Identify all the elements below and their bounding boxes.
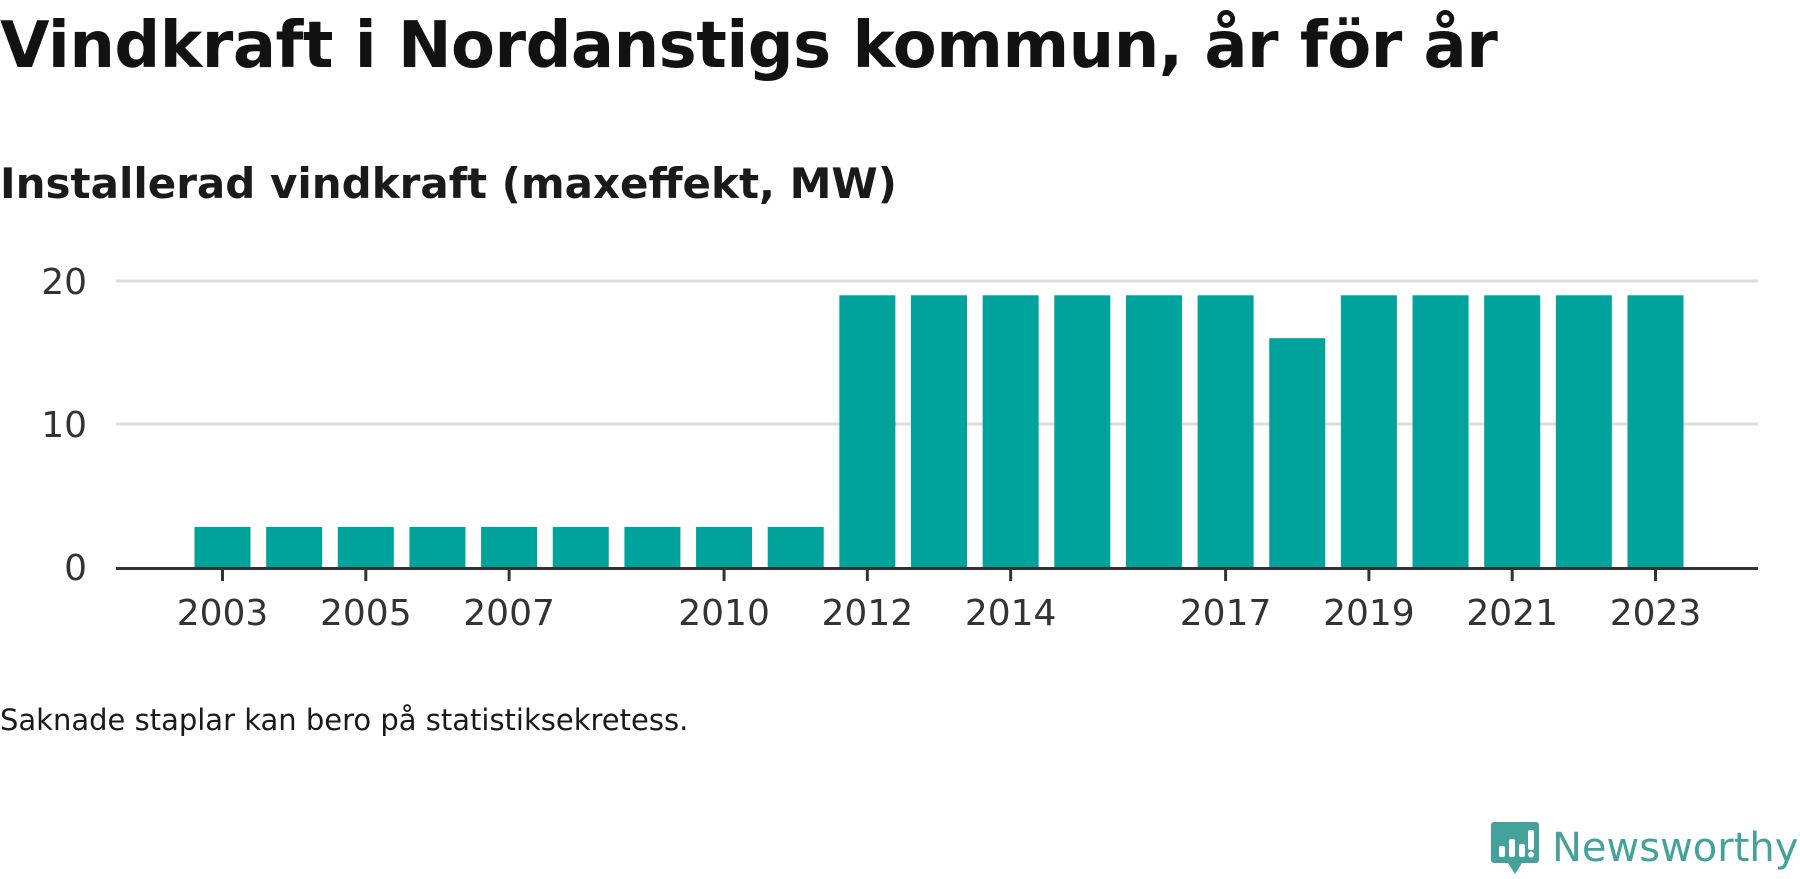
bar-2019 (1340, 295, 1397, 567)
x-tick-label: 2007 (463, 593, 555, 634)
bar-2004 (266, 526, 323, 567)
bar-2021 (1484, 295, 1541, 567)
x-tick-label: 2003 (177, 593, 269, 634)
bar-2020 (1412, 295, 1469, 567)
x-tick-label: 2019 (1323, 593, 1415, 634)
newsworthy-logo: Newsworthy (1490, 820, 1798, 876)
x-tick-label: 2021 (1466, 593, 1558, 634)
x-tick-label: 2010 (678, 593, 770, 634)
chart-title: Vindkraft i Nordanstigs kommun, år för å… (0, 9, 1498, 83)
y-tick-label: 10 (41, 405, 87, 446)
bar-2022 (1555, 295, 1612, 567)
newsworthy-logo-icon (1491, 822, 1539, 874)
axes: 0 10 20 2003 2005 2007 2010 2012 2014 2017 2019 202… (41, 262, 1758, 634)
bar-2010 (696, 526, 753, 567)
bars (194, 295, 1684, 567)
bar-2023 (1627, 295, 1684, 567)
bar-2011 (767, 526, 824, 567)
footnote: Saknade staplar kan bero på statistiksek… (0, 703, 689, 737)
y-tick-label: 20 (41, 262, 87, 303)
bar-2012 (839, 295, 896, 567)
bar-2018 (1269, 338, 1326, 567)
bar-2015 (1054, 295, 1111, 567)
bar-2006 (409, 526, 466, 567)
x-tick-label: 2012 (822, 593, 914, 634)
bar-2008 (552, 526, 609, 567)
bar-2017 (1197, 295, 1254, 567)
y-tick-label: 0 (64, 548, 87, 589)
bar-2005 (337, 526, 394, 567)
x-tick-label: 2005 (320, 593, 412, 634)
x-tick-label: 2017 (1180, 593, 1272, 634)
bar-2014 (982, 295, 1039, 567)
chart-subtitle: Installerad vindkraft (maxeffekt, MW) (0, 159, 897, 208)
x-tick-label: 2014 (965, 593, 1057, 634)
brand-name: Newsworthy (1552, 825, 1799, 871)
bar-2007 (481, 526, 538, 567)
x-tick-label: 2023 (1610, 593, 1702, 634)
bar-2013 (911, 295, 967, 567)
bar-2003 (194, 526, 251, 567)
bar-2016 (1125, 295, 1182, 567)
bar-2009 (624, 526, 681, 567)
